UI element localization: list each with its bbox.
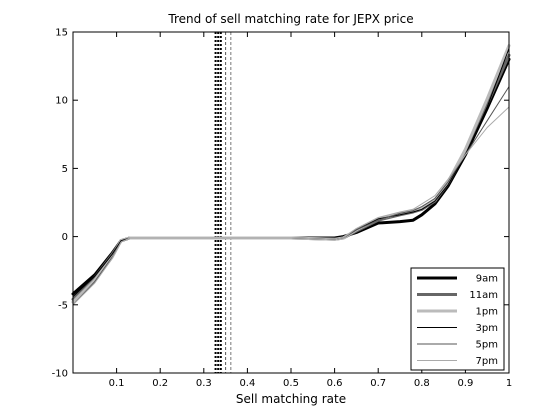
y-tick-label: 10: [55, 96, 68, 107]
x-tick-label: 0.1: [109, 378, 125, 389]
legend-label-5pm: 5pm: [476, 340, 498, 351]
x-tick-label: 0.8: [414, 378, 430, 389]
x-tick-label: 0.7: [370, 378, 386, 389]
legend-label-11am: 11am: [469, 290, 498, 301]
legend-label-3pm: 3pm: [476, 323, 498, 334]
x-tick-label: 0.5: [283, 378, 299, 389]
x-axis-label: Sell matching rate: [236, 392, 346, 406]
x-tick-label: 0.4: [239, 378, 255, 389]
x-tick-label: 0.6: [327, 378, 343, 389]
x-tick-label: 1: [506, 378, 512, 389]
y-tick-label: -10: [52, 369, 68, 380]
legend-label-7pm: 7pm: [476, 356, 498, 367]
y-tick-label: 5: [62, 164, 68, 175]
y-tick-label: -5: [58, 300, 68, 311]
y-tick-label: 15: [55, 28, 68, 39]
legend-label-9am: 9am: [476, 274, 498, 285]
legend: 9am 11am 1pm 3pm 5pm 7pm: [411, 268, 504, 370]
y-tick-label: 0: [62, 232, 68, 243]
legend-label-1pm: 1pm: [476, 307, 498, 318]
x-tick-label: 0.2: [152, 378, 168, 389]
x-tick-label: 0.9: [457, 378, 473, 389]
x-tick-label: 0.3: [196, 378, 212, 389]
chart-title: Trend of sell matching rate for JEPX pri…: [167, 12, 413, 26]
